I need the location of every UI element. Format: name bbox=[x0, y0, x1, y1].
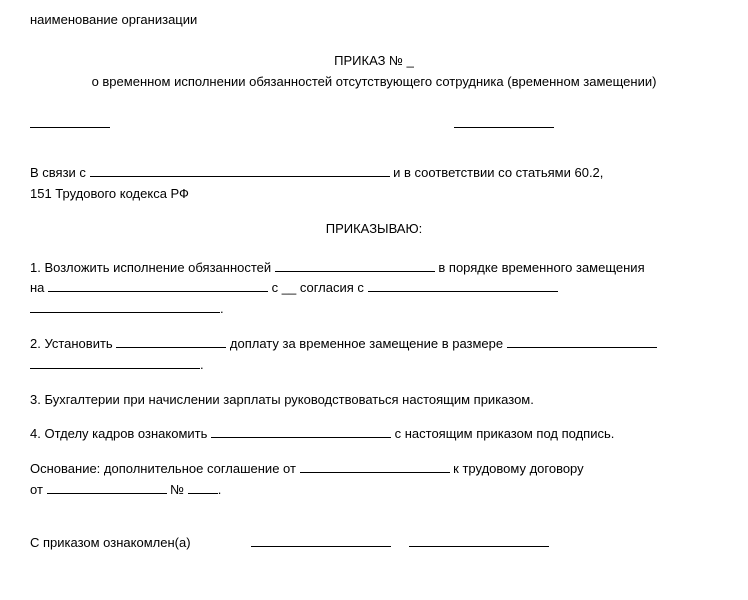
acknowledgement-label: С приказом ознакомлен(а) bbox=[30, 533, 191, 554]
item1-t4: с __ согласия с bbox=[268, 280, 367, 295]
reason-prefix: В связи с bbox=[30, 165, 90, 180]
reason-paragraph: В связи с и в соответствии со статьями 6… bbox=[30, 163, 718, 205]
order-subtitle: о временном исполнении обязанностей отсу… bbox=[30, 72, 718, 93]
item1-t5: . bbox=[220, 301, 224, 316]
item2-t3: . bbox=[200, 357, 204, 372]
item2-t1: 2. Установить bbox=[30, 336, 116, 351]
sign-blank-a bbox=[251, 546, 391, 547]
sign-blank-b bbox=[409, 546, 549, 547]
item2-t2: доплату за временное замещение в размере bbox=[226, 336, 506, 351]
date-blank-left bbox=[30, 127, 110, 128]
item-3: 3. Бухгалтерии при начислении зарплаты р… bbox=[30, 390, 718, 411]
document-page: наименование организации ПРИКАЗ № _ о вр… bbox=[0, 0, 748, 600]
item1-blank-d bbox=[30, 312, 220, 313]
basis-t4: № bbox=[167, 482, 188, 497]
basis-t5: . bbox=[218, 482, 222, 497]
item1-t2: в порядке временного замещения bbox=[435, 260, 645, 275]
order-title-prefix: ПРИКАЗ № bbox=[334, 53, 406, 68]
reason-blank bbox=[90, 176, 390, 177]
command-label: ПРИКАЗЫВАЮ: bbox=[30, 219, 718, 240]
title-block: ПРИКАЗ № _ о временном исполнении обязан… bbox=[30, 51, 718, 93]
item-2: 2. Установить доплату за временное замещ… bbox=[30, 334, 718, 376]
item-1: 1. Возложить исполнение обязанностей в п… bbox=[30, 258, 718, 320]
item1-blank-b bbox=[48, 291, 268, 292]
basis-t3: от bbox=[30, 482, 47, 497]
item1-t1: 1. Возложить исполнение обязанностей bbox=[30, 260, 275, 275]
organization-name-label: наименование организации bbox=[30, 10, 718, 31]
item-4: 4. Отделу кадров ознакомить с настоящим … bbox=[30, 424, 718, 445]
basis-blank-c bbox=[188, 493, 218, 494]
basis-paragraph: Основание: дополнительное соглашение от … bbox=[30, 459, 718, 501]
acknowledgement-row: С приказом ознакомлен(а) bbox=[30, 533, 718, 554]
item4-t2: с настоящим приказом под подпись. bbox=[391, 426, 614, 441]
item1-blank-a bbox=[275, 271, 435, 272]
order-number-blank: _ bbox=[407, 53, 414, 68]
item1-blank-c bbox=[368, 291, 558, 292]
item2-blank-a bbox=[116, 347, 226, 348]
reason-line2: 151 Трудового кодекса РФ bbox=[30, 186, 189, 201]
date-row bbox=[30, 114, 718, 135]
basis-t1: Основание: дополнительное соглашение от bbox=[30, 461, 300, 476]
basis-t2: к трудовому договору bbox=[450, 461, 584, 476]
place-blank-right bbox=[454, 127, 554, 128]
item3-t1: 3. Бухгалтерии при начислении зарплаты р… bbox=[30, 392, 534, 407]
item2-blank-c bbox=[30, 368, 200, 369]
item2-blank-b bbox=[507, 347, 657, 348]
basis-blank-b bbox=[47, 493, 167, 494]
reason-middle: и в соответствии со статьями 60.2, bbox=[390, 165, 604, 180]
item4-t1: 4. Отделу кадров ознакомить bbox=[30, 426, 211, 441]
basis-blank-a bbox=[300, 472, 450, 473]
item1-t3: на bbox=[30, 280, 48, 295]
item4-blank-a bbox=[211, 437, 391, 438]
